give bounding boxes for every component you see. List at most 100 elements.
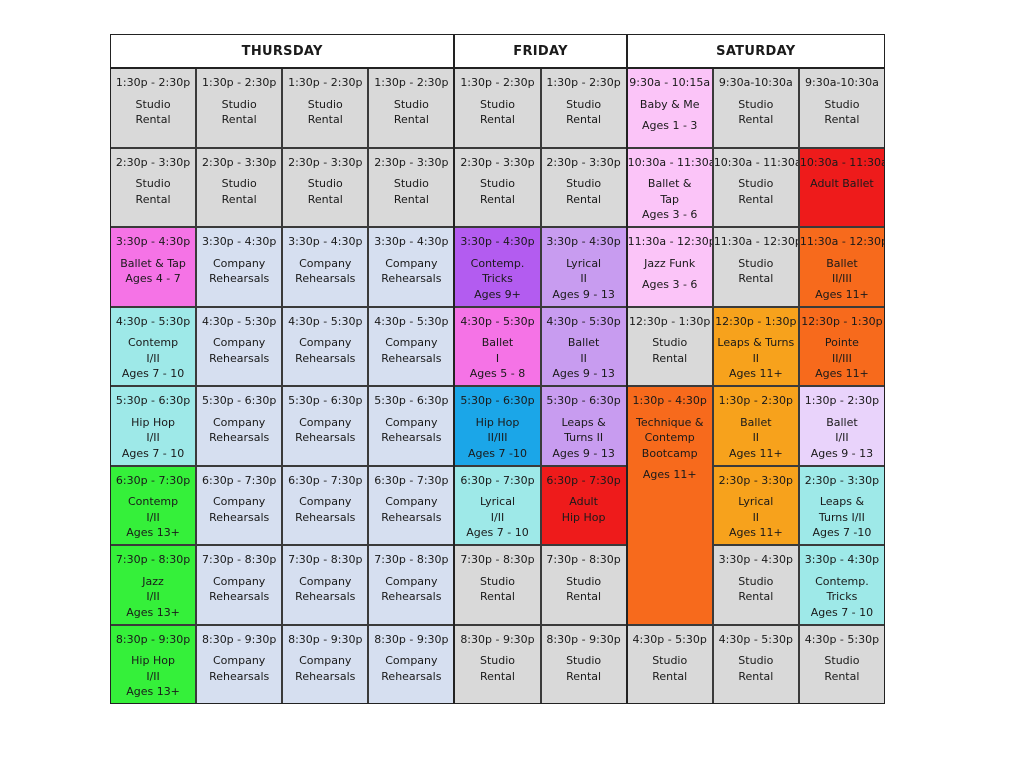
class-slot: 8:30p - 9:30p Studio Rental [454, 624, 541, 704]
slot-time: 1:30p - 2:30p [201, 76, 277, 89]
slot-text: Rehearsals [381, 431, 442, 444]
slot-time: 5:30p - 6:30p [460, 394, 535, 407]
slot-time: 3:30p - 4:30p [460, 235, 535, 248]
slot-text: Studio [479, 654, 516, 667]
slot-time: 6:30p - 7:30p [201, 473, 277, 487]
slot-time: 2:30p - 3:30p [460, 155, 535, 169]
slot-text: Ages 7 -10 [468, 446, 527, 460]
class-slot: 3:30p - 4:30p Ballet & Tap Ages 4 - 7 [110, 227, 197, 307]
slot-time: 8:30p - 9:30p [115, 632, 191, 646]
class-slot: 6:30p - 7:30p Contemp I/II Ages 13+ [110, 465, 197, 545]
slot-time: 4:30p - 5:30p [632, 632, 707, 646]
slot-text: Tricks [482, 272, 513, 285]
class-slot: 2:30p - 3:30p Studio Rental [454, 147, 541, 227]
slot-text: Company [385, 415, 438, 429]
class-slot: 12:30p - 1:30p Pointe II/III Ages 11+ [798, 306, 885, 386]
slot-text: Studio [221, 177, 257, 190]
class-slot: 1:30p - 2:30p Studio Rental [110, 68, 197, 148]
class-slot: 5:30p - 6:30p Leaps & Turns II Ages 9 - 13 [540, 386, 627, 466]
slot-text: Hip Hop [475, 415, 520, 429]
slot-text: I/II [146, 590, 160, 603]
slot-text: Rental [221, 192, 257, 206]
slot-text: Baby & Me [639, 97, 700, 111]
class-slot: 4:30p - 5:30p Contemp I/II Ages 7 - 10 [110, 306, 197, 386]
slot-text: Rental [307, 113, 343, 126]
slot-time: 1:30p - 2:30p [374, 76, 449, 89]
class-slot: 5:30p - 6:30p Company Rehearsals [196, 386, 283, 466]
slot-time: 2:30p - 3:30p [201, 155, 277, 169]
class-slot: 5:30p - 6:30p Company Rehearsals [368, 386, 455, 466]
slot-time: 10:30a - 11:30a [713, 155, 799, 169]
class-slot: 4:30p - 5:30p Studio Rental [798, 624, 885, 704]
class-slot: 3:30p - 4:30p Studio Rental [712, 545, 799, 625]
slot-time: 5:30p - 6:30p [288, 394, 363, 407]
slot-text: Studio [221, 97, 257, 111]
slot-text: Rental [479, 192, 515, 206]
slot-text: Rental [566, 669, 602, 683]
slot-text: Rental [135, 192, 171, 206]
slot-text: Rehearsals [295, 272, 356, 285]
slot-text: Studio [738, 177, 774, 190]
slot-text: Rental [221, 113, 257, 126]
class-slot: 1:30p - 2:30p Studio Rental [196, 68, 283, 148]
class-slot: 2:30p - 3:30p Leaps & Turns I/II Ages 7 -10 [798, 465, 885, 545]
slot-text: Rehearsals [295, 431, 356, 444]
slot-text: Hip Hop [131, 654, 175, 667]
class-slot: 3:30p - 4:30p Contemp. Tricks Ages 7 - 10 [798, 545, 885, 625]
class-slot: 11:30a - 12:30p Studio Rental [712, 227, 799, 307]
class-slot: 3:30p - 4:30p Company Rehearsals [368, 227, 455, 307]
slot-text: Ages 7 - 10 [810, 605, 874, 619]
slot-text: Ages 4 - 7 [125, 272, 181, 285]
slot-text: Rental [738, 192, 774, 206]
class-slot: 9:30a-10:30a Studio Rental [798, 68, 885, 148]
slot-text: Ages 11+ [642, 468, 697, 481]
class-slot: 5:30p - 6:30p Hip Hop I/II Ages 7 - 10 [110, 386, 197, 466]
slot-text: Ages 11+ [728, 367, 783, 380]
class-slot: 1:30p - 2:30p Ballet II Ages 11+ [712, 386, 799, 466]
slot-text: Ages 13+ [126, 685, 180, 698]
slot-time: 4:30p - 5:30p [546, 314, 621, 328]
slot-text: Ages 9+ [474, 287, 521, 301]
slot-text: Studio [479, 177, 516, 190]
slot-text: Ballet [826, 256, 858, 270]
slot-time: 7:30p - 8:30p [374, 553, 449, 566]
slot-time: 1:30p - 2:30p [288, 76, 363, 89]
slot-text: Ballet [826, 415, 858, 429]
slot-text: II [580, 272, 587, 285]
slot-text: Studio [479, 574, 516, 588]
day-header-saturday: SATURDAY [626, 34, 885, 68]
slot-text: Ages 11+ [728, 446, 783, 460]
slot-text: Studio [738, 256, 774, 270]
slot-text: Ballet [740, 415, 772, 429]
slot-time: 4:30p - 5:30p [718, 632, 793, 646]
class-slot: 4:30p - 5:30p Studio Rental [712, 624, 799, 704]
slot-time: 1:30p - 2:30p [460, 76, 535, 89]
class-slot: 6:30p - 7:30p Company Rehearsals [368, 465, 455, 545]
slot-text: Contemp [127, 336, 179, 349]
slot-time: 8:30p - 9:30p [546, 632, 621, 646]
slot-text: Ballet & [647, 177, 692, 190]
slot-text: Rehearsals [209, 590, 270, 603]
slot-text: Company [212, 495, 266, 508]
slot-text: Rehearsals [209, 272, 270, 285]
slot-time: 4:30p - 5:30p [460, 314, 535, 328]
slot-text: Ages 7 - 10 [466, 526, 529, 539]
class-slot: 8:30p - 9:30p Hip Hop I/II Ages 13+ [110, 624, 197, 704]
slot-text: Rental [566, 113, 602, 126]
slot-text: Rental [393, 192, 429, 206]
slot-text: Ages 9 - 13 [552, 367, 615, 380]
slot-text: Studio [824, 654, 860, 667]
slot-time: 4:30p - 5:30p [804, 632, 880, 646]
slot-text: Rehearsals [295, 590, 356, 603]
class-slot: 7:30p - 8:30p Company Rehearsals [196, 545, 283, 625]
slot-text: I/II [835, 431, 849, 444]
slot-text: Company [385, 256, 438, 270]
slot-text: Hip Hop [561, 510, 606, 524]
slot-text: Tap [660, 192, 680, 206]
slot-text: Turns II [564, 431, 604, 444]
slot-text: Ages 11+ [815, 287, 869, 301]
slot-text: Rental [738, 272, 774, 285]
slot-time: 2:30p - 3:30p [115, 155, 191, 169]
slot-text: Studio [652, 654, 688, 667]
slot-text: Rental [824, 669, 860, 683]
